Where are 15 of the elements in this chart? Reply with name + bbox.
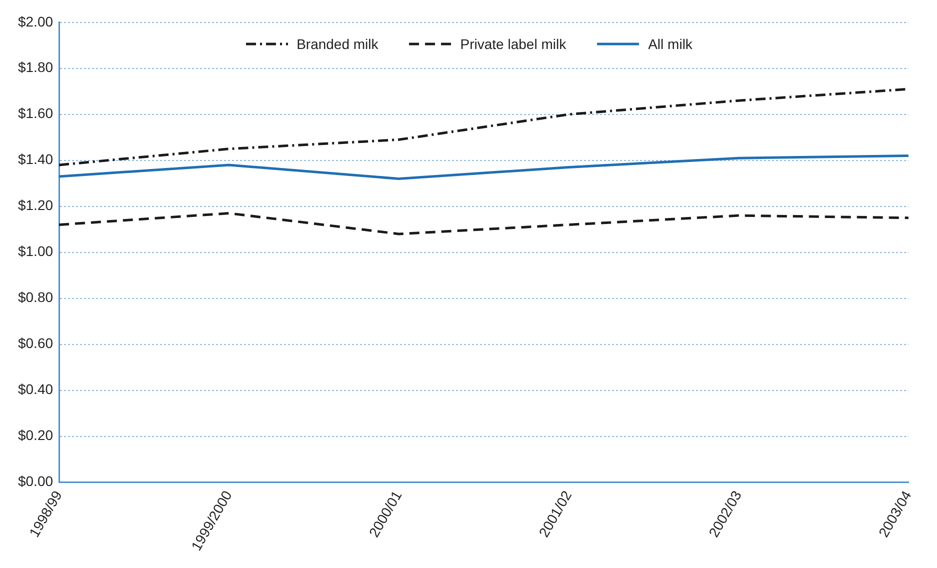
y-tick-label: $1.60 — [18, 105, 54, 122]
y-tick-label: $0.00 — [18, 473, 54, 490]
y-tick-label: $1.80 — [18, 59, 54, 76]
y-tick-label: $0.20 — [18, 427, 54, 444]
y-tick-label: $2.00 — [18, 13, 54, 30]
y-tick-label: $1.00 — [18, 243, 54, 260]
y-tick-label: $0.40 — [18, 381, 54, 398]
y-tick-label: $1.20 — [18, 197, 54, 214]
line-series — [58, 212, 910, 236]
y-tick-label: $0.60 — [18, 335, 54, 352]
legend-label: Private label milk — [460, 36, 566, 52]
legend-label: Branded milk — [296, 36, 378, 52]
legend-label: All milk — [648, 36, 692, 52]
y-tick-label: $0.80 — [18, 289, 54, 306]
y-tick-label: $1.40 — [18, 151, 54, 168]
